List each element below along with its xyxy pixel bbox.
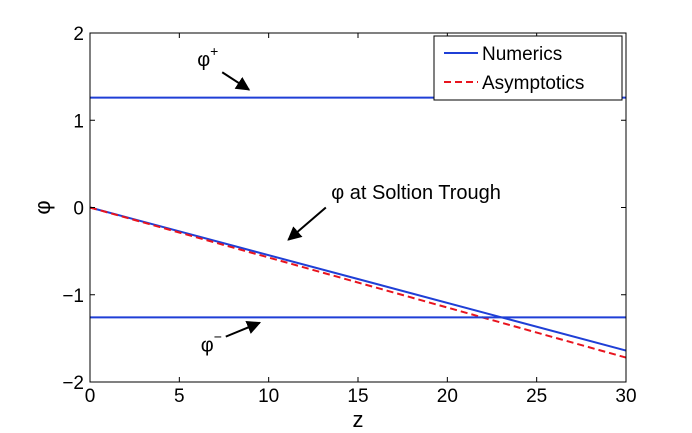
y-tick-label: 1 xyxy=(73,111,84,132)
legend-label-asymptotics: Asymptotics xyxy=(482,73,584,94)
x-tick-label: 25 xyxy=(526,386,547,407)
legend-label-numerics: Numerics xyxy=(482,44,562,65)
x-tick-label: 10 xyxy=(258,386,279,407)
series-line-asymptotics xyxy=(89,206,627,359)
x-tick-label: 20 xyxy=(437,386,458,407)
legend: Numerics Asymptotics xyxy=(433,35,623,101)
series-layer xyxy=(89,96,627,359)
y-tick-label: −2 xyxy=(62,373,84,394)
annotation-arrow-phi-trough xyxy=(287,206,327,241)
y-tick-label: 0 xyxy=(73,199,84,220)
annotation-phi-trough: φ at Soltion Trough xyxy=(331,182,501,204)
ticks-layer: 0 5 10 15 20 25 30 −2 −1 0 1 2 xyxy=(62,24,636,407)
annotation-arrow-phi-minus xyxy=(225,320,262,338)
y-tick-label: 2 xyxy=(73,24,84,45)
series-line-numerics xyxy=(89,206,627,352)
annotation-phi-minus: φ− xyxy=(201,328,222,356)
y-axis-label: φ xyxy=(30,200,55,214)
x-axis-label: z xyxy=(353,407,364,432)
x-tick-label: 0 xyxy=(85,386,96,407)
x-tick-label: 30 xyxy=(615,386,636,407)
legend-box xyxy=(433,35,623,101)
annotation-arrow-phi-plus xyxy=(221,71,251,91)
y-tick-label: −1 xyxy=(62,286,84,307)
annotation-phi-plus: φ+ xyxy=(197,43,218,71)
annotations-layer: φ+ φ at Soltion Trough φ− xyxy=(197,43,501,356)
x-tick-label: 15 xyxy=(347,386,368,407)
x-tick-label: 5 xyxy=(174,386,185,407)
